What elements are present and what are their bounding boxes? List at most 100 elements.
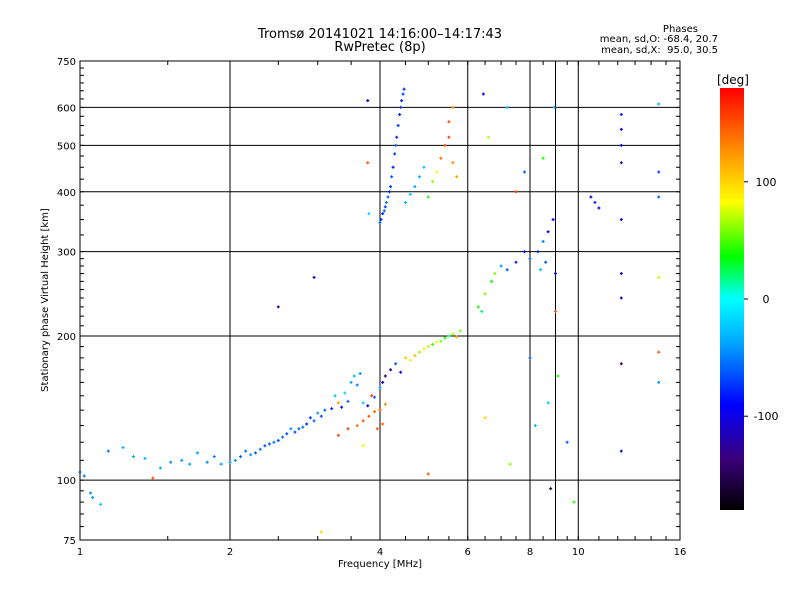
y-axis-label: Stationary phase Virtual Height [km] bbox=[40, 208, 51, 392]
colorbar-label: [deg] bbox=[717, 73, 749, 87]
data-point bbox=[657, 195, 661, 199]
data-point bbox=[276, 439, 280, 442]
y-tick-label: 400 bbox=[57, 188, 76, 199]
data-point bbox=[435, 340, 439, 344]
data-point bbox=[355, 424, 359, 428]
x-tick-label: 6 bbox=[465, 547, 471, 558]
data-point bbox=[403, 356, 407, 360]
data-point bbox=[481, 92, 485, 96]
data-point bbox=[378, 221, 382, 225]
data-point bbox=[319, 530, 323, 534]
data-point bbox=[386, 195, 390, 199]
data-point bbox=[340, 405, 344, 409]
data-point bbox=[422, 165, 426, 169]
data-point bbox=[346, 427, 350, 431]
data-point bbox=[336, 401, 340, 405]
data-point bbox=[619, 362, 623, 366]
data-point bbox=[195, 451, 199, 455]
data-point bbox=[619, 449, 623, 453]
data-point bbox=[476, 305, 480, 309]
data-point bbox=[336, 433, 340, 437]
data-point bbox=[319, 414, 323, 418]
data-point bbox=[389, 368, 393, 372]
data-point bbox=[263, 444, 267, 448]
data-point bbox=[151, 476, 155, 480]
data-point bbox=[435, 170, 439, 174]
data-point bbox=[493, 272, 497, 276]
data-point bbox=[523, 170, 527, 174]
data-point bbox=[301, 425, 305, 429]
data-point bbox=[443, 336, 447, 340]
data-point bbox=[293, 430, 297, 434]
data-point bbox=[480, 309, 484, 313]
colorbar-tick-label: 0 bbox=[763, 293, 770, 306]
data-point bbox=[382, 209, 386, 213]
data-point bbox=[556, 374, 560, 378]
data-point bbox=[158, 466, 162, 470]
phases-heading: Phases bbox=[662, 24, 698, 35]
data-point bbox=[417, 175, 421, 179]
data-point bbox=[402, 87, 406, 91]
data-point bbox=[399, 105, 403, 109]
data-point bbox=[514, 260, 518, 264]
data-point bbox=[619, 161, 623, 165]
data-point bbox=[361, 444, 365, 448]
x-tick-label: 4 bbox=[377, 547, 383, 558]
data-point bbox=[316, 411, 320, 415]
data-point bbox=[400, 99, 404, 103]
data-point bbox=[169, 460, 173, 464]
data-point bbox=[253, 451, 257, 455]
data-point bbox=[312, 419, 316, 423]
data-point bbox=[394, 362, 398, 366]
data-point bbox=[121, 445, 125, 449]
data-point bbox=[395, 135, 399, 139]
data-point bbox=[389, 185, 393, 189]
data-point bbox=[383, 402, 387, 406]
data-point bbox=[657, 350, 661, 354]
data-point bbox=[398, 112, 402, 116]
x-tick-label: 1 bbox=[77, 547, 83, 558]
data-point bbox=[657, 380, 661, 384]
chart-title: Tromsø 20141021 14:16:00–14:17:43 bbox=[257, 27, 503, 42]
x-tick-label: 16 bbox=[674, 547, 687, 558]
data-point bbox=[333, 394, 337, 398]
data-point bbox=[370, 394, 374, 398]
data-point bbox=[205, 460, 209, 464]
data-point bbox=[352, 374, 356, 378]
colorbar-tick-label: 100 bbox=[756, 176, 777, 189]
data-point bbox=[131, 455, 135, 459]
data-point bbox=[431, 180, 435, 184]
data-point bbox=[91, 496, 95, 499]
data-point bbox=[381, 380, 385, 384]
data-point bbox=[375, 427, 379, 431]
data-point bbox=[657, 102, 661, 106]
data-point bbox=[528, 257, 532, 261]
phases-o-stats: mean, sd,O: -68.4, 20.7 bbox=[599, 34, 718, 45]
data-point bbox=[390, 175, 394, 179]
data-point bbox=[249, 453, 253, 457]
data-point bbox=[355, 383, 359, 387]
data-point bbox=[349, 380, 353, 384]
data-point bbox=[514, 190, 518, 194]
data-point bbox=[523, 250, 527, 254]
data-point bbox=[426, 195, 430, 199]
data-point bbox=[619, 296, 623, 300]
colorbar-tick-label: -100 bbox=[754, 410, 779, 423]
x-tick-label: 10 bbox=[572, 547, 585, 558]
data-point bbox=[305, 422, 309, 426]
data-point bbox=[536, 250, 540, 254]
y-tick-label: 75 bbox=[63, 536, 76, 547]
data-point bbox=[541, 239, 545, 243]
data-point bbox=[593, 200, 597, 204]
data-point bbox=[458, 329, 462, 333]
data-point bbox=[426, 345, 430, 349]
data-point bbox=[589, 195, 593, 199]
data-point bbox=[619, 143, 623, 147]
data-point bbox=[358, 371, 362, 375]
data-point bbox=[379, 218, 383, 222]
data-point bbox=[272, 440, 276, 444]
data-point bbox=[597, 206, 601, 210]
chart-subtitle: RwPretec (8p) bbox=[334, 40, 426, 55]
data-point bbox=[289, 427, 293, 431]
data-point bbox=[285, 432, 289, 436]
